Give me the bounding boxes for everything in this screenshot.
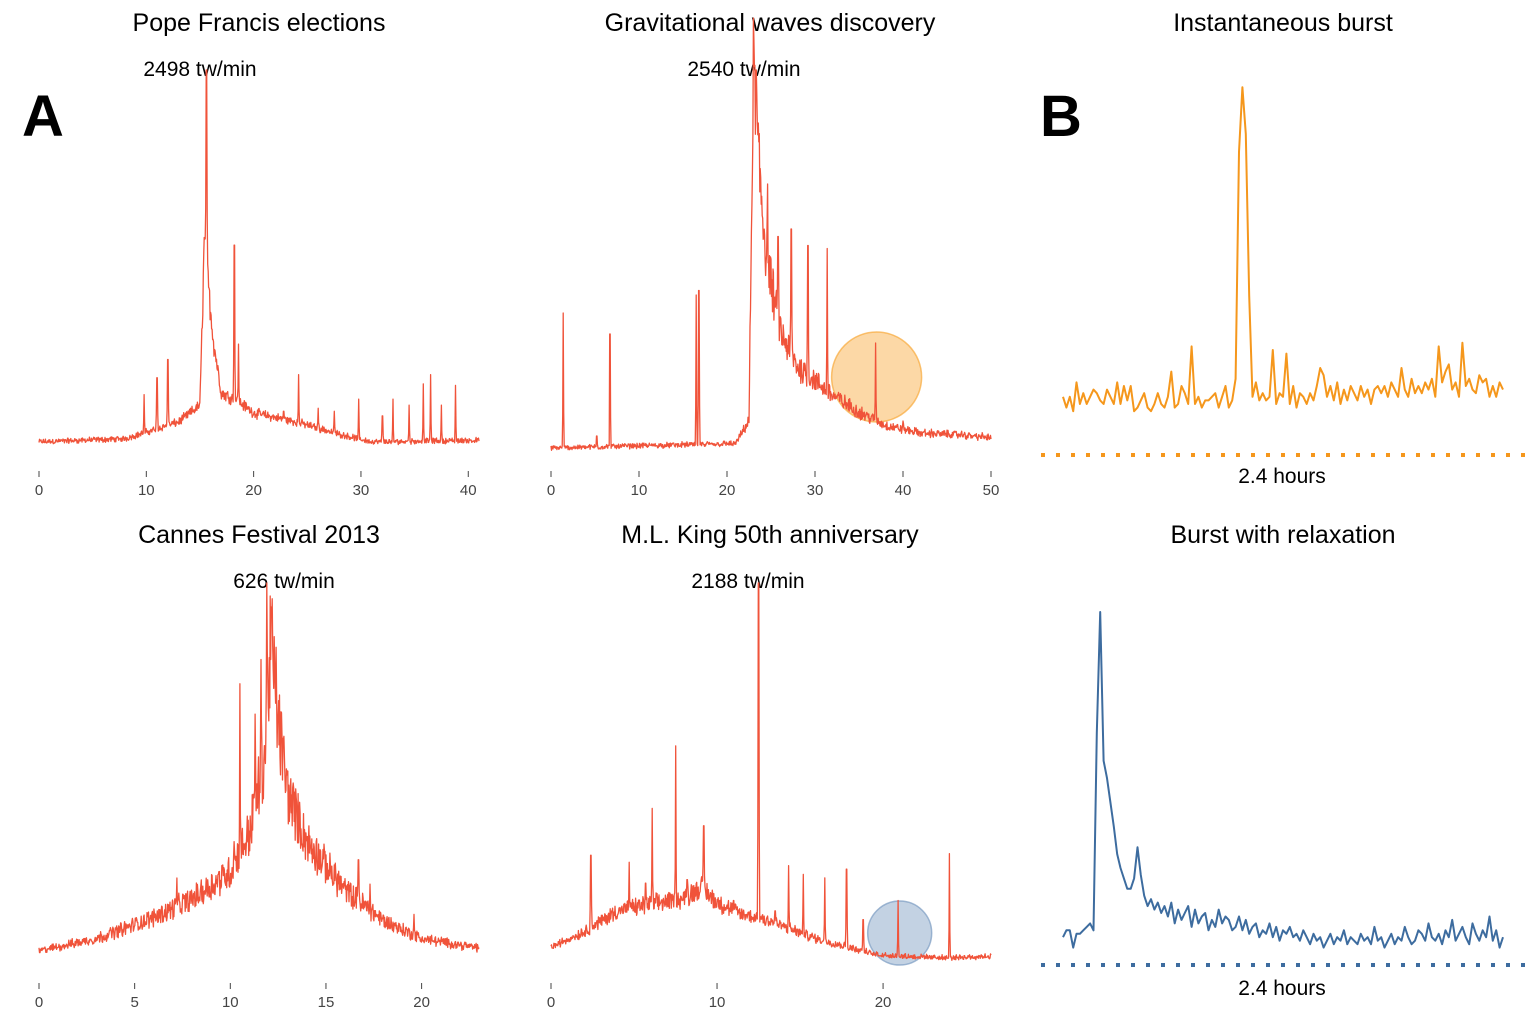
burst-line [1062,611,1504,949]
x-tick-label: 40 [460,482,477,499]
x-tick-label: 0 [35,482,43,499]
panel-letter-b: B [1040,84,1082,149]
x-tick-label: 10 [709,994,726,1011]
x-tick-label: 10 [222,994,239,1011]
chart-instantaneous-burst: Instantaneous burst 2.4 hours [1041,9,1525,488]
x-tick-label: 10 [138,482,155,499]
chart-ml-king: M.L. King 50th anniversary 2188 tw/min 0… [547,521,992,1011]
peak-label: 2188 tw/min [691,570,804,593]
x-tick-label: 20 [719,482,736,499]
chart-title: Pope Francis elections [133,9,386,37]
x-tick-label: 0 [547,994,555,1011]
x-tick-label: 30 [353,482,370,499]
chart-title: Burst with relaxation [1170,521,1395,549]
x-tick-label: 20 [413,994,430,1011]
peak-label: 2540 tw/min [687,58,800,81]
x-tick-label: 20 [245,482,262,499]
chart-pope-francis: Pope Francis elections 2498 tw/min 0 10 20… [35,9,480,499]
chart-cannes-festival: Cannes Festival 2013 626 tw/min 0 5 10 15 20 [35,521,480,1011]
peak-label: 626 tw/min [233,570,335,593]
chart-burst-relaxation: Burst with relaxation 2.4 hours [1041,521,1525,1000]
chart-title: M.L. King 50th anniversary [621,521,919,549]
time-scale-label: 2.4 hours [1238,977,1326,1000]
x-tick-label: 10 [631,482,648,499]
burst-line [1062,86,1504,413]
x-tick-label: 50 [983,482,1000,499]
x-tick-label: 30 [807,482,824,499]
x-tick-label: 20 [875,994,892,1011]
x-tick-label: 0 [35,994,43,1011]
series-line [38,69,480,446]
series-line [38,582,480,954]
chart-title: Cannes Festival 2013 [138,521,380,549]
x-tick-label: 40 [895,482,912,499]
x-tick-label: 15 [318,994,335,1011]
time-scale-label: 2.4 hours [1238,465,1326,488]
peak-label: 2498 tw/min [143,58,256,81]
chart-gravitational-waves: Gravitational waves discovery 2540 tw/mi… [547,9,1000,499]
series-line [550,17,992,451]
panel-letter-a: A [22,84,64,149]
chart-title: Gravitational waves discovery [605,9,936,37]
chart-title: Instantaneous burst [1173,9,1393,37]
x-tick-label: 5 [130,994,138,1011]
highlight-circle [866,900,933,966]
x-tick-label: 0 [547,482,555,499]
series-line [550,582,992,961]
